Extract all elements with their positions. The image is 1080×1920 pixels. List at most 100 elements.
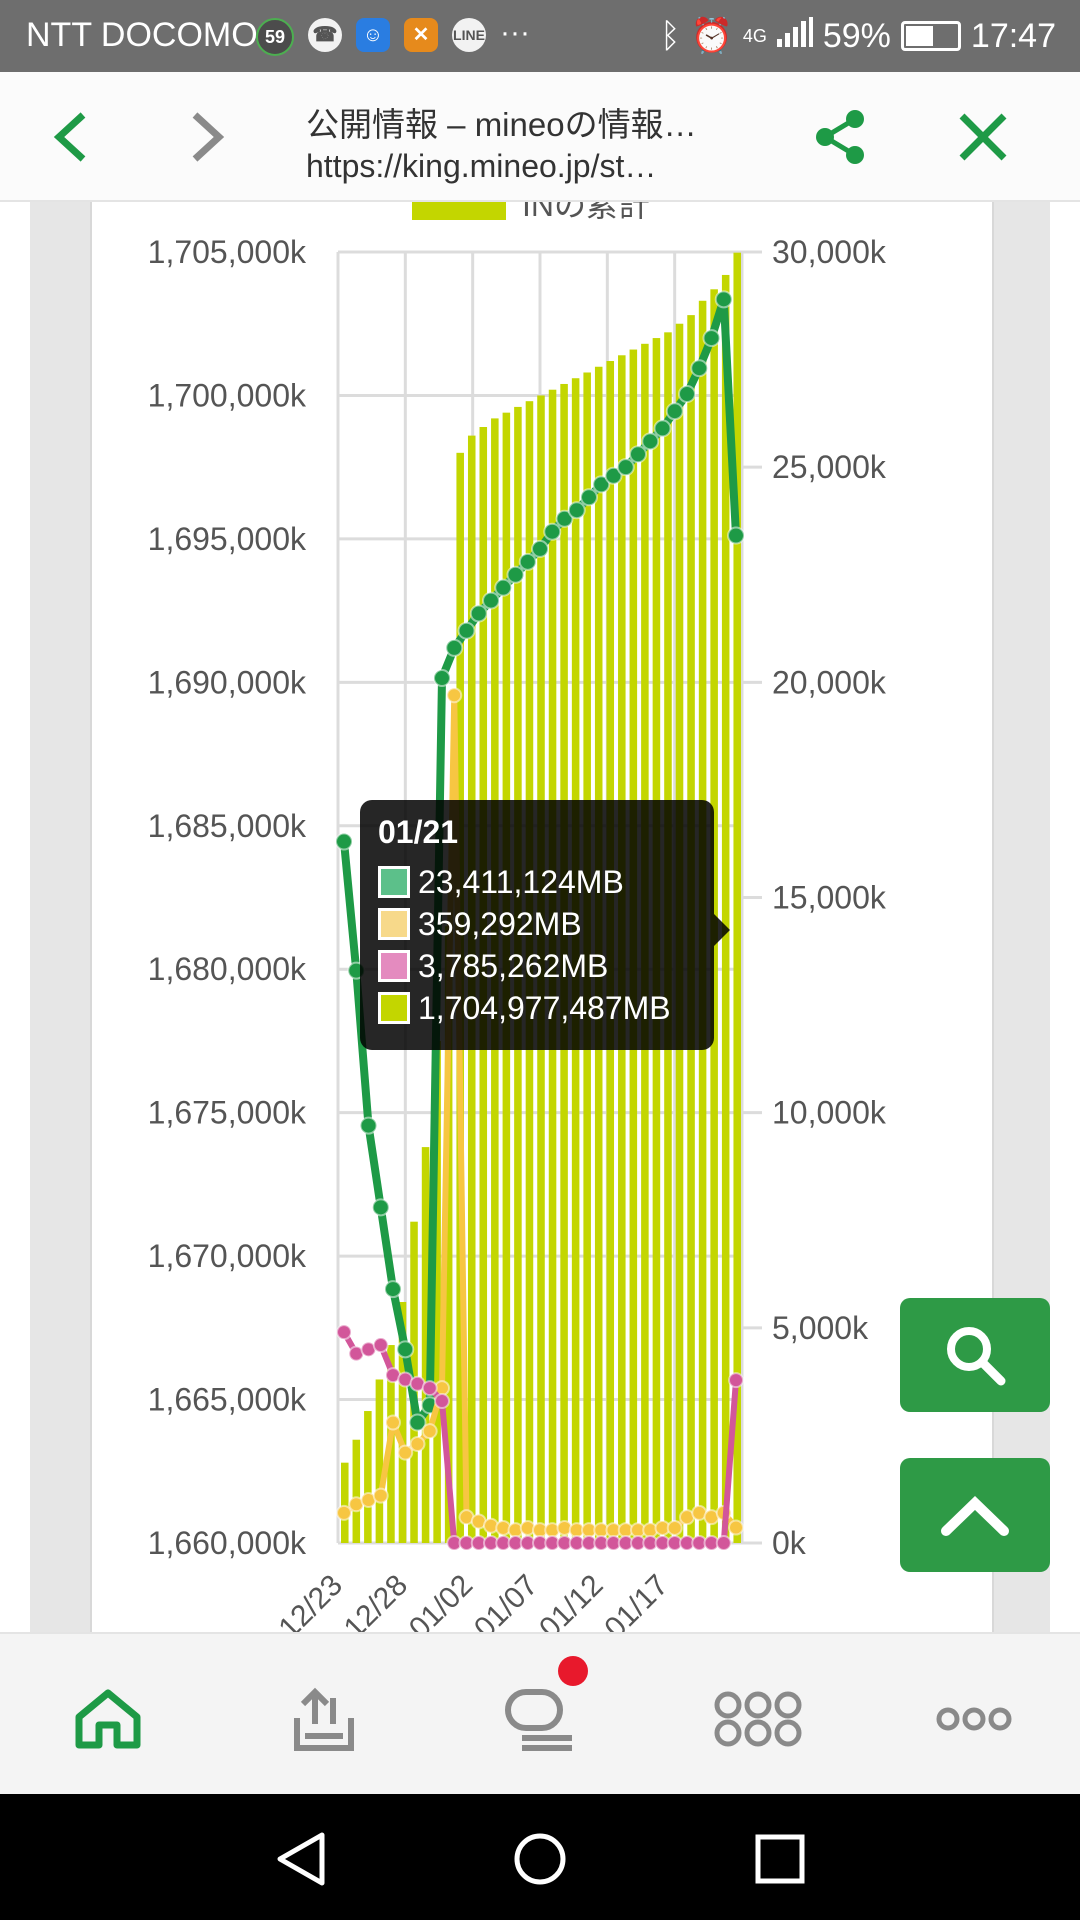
- series-point: [690, 359, 709, 378]
- right-tick-label: 15,000k: [772, 880, 887, 916]
- close-button[interactable]: [948, 102, 1018, 172]
- series-point: [408, 1413, 427, 1432]
- tooltip-row: 3,785,262MB: [378, 946, 608, 986]
- tooltip-swatch: [378, 866, 410, 898]
- more-notifications-icon: ···: [500, 16, 530, 49]
- series-point: [567, 501, 586, 520]
- scroll-top-button[interactable]: [900, 1458, 1050, 1572]
- battery-icon: [900, 21, 961, 51]
- home-icon: [75, 1689, 141, 1749]
- series-point: [715, 1535, 732, 1551]
- series-point: [372, 1337, 389, 1354]
- series-point: [678, 385, 696, 404]
- nav-apps[interactable]: [708, 1674, 808, 1764]
- series-point: [421, 1380, 438, 1397]
- tooltip-value: 23,411,124MB: [418, 863, 624, 900]
- left-tick-label: 1,695,000k: [148, 521, 307, 557]
- series-point: [555, 509, 574, 528]
- series-point: [580, 488, 598, 507]
- series-point: [666, 1519, 683, 1536]
- series-point: [714, 290, 733, 309]
- page-title: 公開情報 – mineoの情報…: [306, 106, 697, 143]
- series-point: [445, 638, 464, 657]
- home-circle-icon: [514, 1833, 566, 1885]
- chevron-up-icon: [941, 1496, 1009, 1536]
- nav-chat[interactable]: [490, 1674, 590, 1764]
- signal-icon: [776, 16, 813, 56]
- series-point: [434, 1392, 450, 1409]
- upload-icon: [294, 1687, 354, 1751]
- left-tick-label: 1,680,000k: [148, 951, 307, 987]
- bar: [375, 1379, 384, 1543]
- bar: [733, 252, 741, 1543]
- bar: [364, 1411, 372, 1543]
- series-point: [371, 1198, 390, 1217]
- series-point: [385, 1414, 401, 1431]
- series-point: [727, 526, 745, 545]
- series-point: [641, 432, 660, 451]
- right-tick-label: 30,000k: [772, 234, 887, 270]
- system-recents-button[interactable]: [745, 1824, 815, 1894]
- notification-count-badge: 59: [256, 18, 294, 56]
- series-point: [616, 458, 635, 477]
- left-tick-label: 1,670,000k: [148, 1238, 307, 1274]
- x-tick-label: 01/17: [598, 1569, 674, 1632]
- series-point: [409, 1436, 426, 1453]
- series-point: [506, 565, 525, 584]
- series-point: [518, 552, 537, 571]
- series-point: [702, 329, 721, 348]
- more-icon: [936, 1707, 1012, 1731]
- series-point: [335, 832, 353, 851]
- status-bar: NTT DOCOMO 59 ☎ ☺ ✕ LINE ··· ᛒ ⏰ 4G 59% …: [0, 0, 1080, 72]
- system-back-button[interactable]: [266, 1824, 336, 1894]
- tooltip-row: 23,411,124MB: [378, 862, 624, 902]
- left-axis-ticks: 1,705,000k 1,700,000k 1,695,000k 1,690,000k…: [148, 234, 307, 1561]
- tooltip-row: 359,292MB: [378, 904, 582, 944]
- tooltip-swatch: [378, 950, 410, 982]
- messenger-icon: ☺: [356, 18, 390, 52]
- recents-square-icon: [755, 1834, 805, 1884]
- chart-tooltip: 01/21 23,411,124MB 359,292MB 3,785,262MB…: [360, 800, 730, 1050]
- back-arrow-icon: [53, 112, 86, 162]
- tooltip-value: 359,292MB: [418, 905, 582, 942]
- series-point: [629, 445, 647, 464]
- series-point: [457, 621, 476, 640]
- system-nav: [0, 1794, 1080, 1920]
- bottom-nav: [0, 1632, 1080, 1796]
- page-url[interactable]: https://king.mineo.jp/st…: [306, 148, 657, 184]
- line-icon: LINE: [452, 18, 486, 52]
- network-type: 4G: [742, 25, 767, 46]
- series-point: [592, 475, 611, 494]
- series-point: [359, 1116, 378, 1135]
- tooltip-row: 1,704,977,487MB: [378, 988, 671, 1028]
- nav-upload[interactable]: [274, 1674, 374, 1764]
- chart-lines: [335, 290, 745, 1551]
- left-tick-label: 1,685,000k: [148, 808, 307, 844]
- legend-swatch: [412, 202, 506, 220]
- search-icon: [947, 1327, 1006, 1386]
- series-point: [336, 1504, 352, 1521]
- bar: [444, 926, 453, 1543]
- nav-more[interactable]: [924, 1674, 1024, 1764]
- tooltip-swatch: [378, 908, 410, 940]
- series-point: [543, 522, 562, 541]
- nav-home[interactable]: [58, 1674, 158, 1764]
- right-axis-ticks: 30,000k 25,000k 20,000k 15,000k 10,000k 5,000…: [772, 234, 887, 1561]
- close-icon: [959, 113, 1007, 161]
- phone-icon: ☎: [308, 18, 342, 52]
- series-point: [433, 669, 451, 688]
- forward-button[interactable]: [172, 102, 242, 172]
- system-home-button[interactable]: [505, 1824, 575, 1894]
- search-button[interactable]: [900, 1298, 1050, 1412]
- series-point: [372, 1487, 389, 1504]
- bar: [433, 1040, 441, 1543]
- series-point: [728, 1372, 744, 1389]
- back-button[interactable]: [36, 102, 106, 172]
- series-point: [482, 591, 500, 610]
- share-button[interactable]: [806, 102, 876, 172]
- series-point: [728, 1519, 744, 1536]
- left-tick-label: 1,690,000k: [148, 664, 307, 700]
- left-tick-label: 1,660,000k: [148, 1525, 307, 1561]
- right-tick-label: 10,000k: [772, 1095, 887, 1131]
